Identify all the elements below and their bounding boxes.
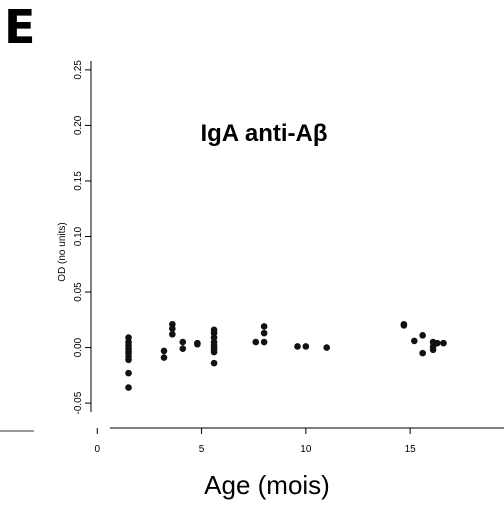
- data-point: [160, 347, 168, 355]
- data-point: [260, 323, 268, 330]
- data-point: [210, 359, 218, 367]
- y-ticks: -0.05 0.00 0.05 0.10 0.15 0.20 0.25: [73, 60, 91, 415]
- data-point: [125, 384, 132, 391]
- x-axis-title: Age (mois): [204, 470, 330, 500]
- y-tick-label: 0.25: [73, 60, 84, 80]
- data-point: [323, 344, 331, 351]
- data-points: [125, 320, 447, 391]
- x-tick-label: 0: [94, 444, 100, 455]
- y-tick-label: 0.05: [73, 282, 84, 302]
- y-tick-label: 0.15: [73, 171, 84, 191]
- y-tick-label: 0.20: [73, 115, 84, 135]
- x-tick-label: 10: [300, 444, 312, 455]
- y-tick-label: 0.00: [73, 337, 84, 357]
- data-point: [302, 343, 310, 350]
- data-point: [169, 325, 176, 332]
- data-point: [210, 348, 218, 356]
- data-point: [194, 340, 201, 348]
- data-point: [179, 338, 187, 346]
- y-axis-label: OD (no units): [57, 222, 68, 281]
- data-point: [440, 339, 447, 347]
- panel-letter: E: [4, 0, 36, 54]
- x-ticks: 0 5 10 15: [94, 428, 416, 455]
- y-tick-label: 0.10: [73, 226, 84, 246]
- data-point: [125, 369, 132, 377]
- data-point: [419, 349, 426, 357]
- data-point: [419, 332, 426, 339]
- x-tick-label: 5: [199, 444, 205, 455]
- data-point: [260, 338, 268, 346]
- data-point: [179, 345, 187, 352]
- data-point: [160, 354, 168, 361]
- data-point: [260, 329, 268, 337]
- x-tick-label: 15: [405, 444, 417, 455]
- data-point: [433, 339, 441, 347]
- data-point: [400, 322, 408, 329]
- data-point: [411, 337, 418, 345]
- data-point: [125, 356, 132, 364]
- y-tick-label: -0.05: [73, 391, 84, 414]
- data-point: [169, 330, 176, 338]
- data-point: [294, 343, 301, 350]
- data-point: [252, 338, 260, 346]
- chart-title: IgA anti-Aβ: [200, 120, 327, 147]
- data-point: [429, 346, 437, 354]
